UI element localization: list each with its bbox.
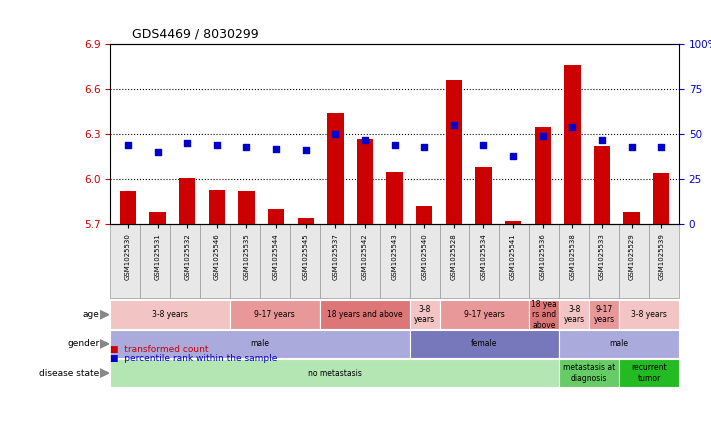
- Bar: [446, 80, 462, 224]
- Bar: [653, 173, 669, 224]
- Polygon shape: [100, 369, 109, 377]
- Text: 3-8
years: 3-8 years: [414, 305, 435, 324]
- Point: [478, 142, 489, 148]
- Point: [181, 140, 193, 147]
- Bar: [535, 127, 551, 224]
- Text: age: age: [82, 310, 100, 319]
- Point: [241, 143, 252, 150]
- Text: 3-8
years: 3-8 years: [564, 305, 584, 324]
- Point: [389, 142, 400, 148]
- Point: [567, 124, 578, 131]
- Text: disease state: disease state: [39, 368, 100, 378]
- Bar: [416, 206, 432, 224]
- Point: [300, 147, 311, 154]
- Point: [152, 149, 164, 156]
- Text: 9-17
years: 9-17 years: [594, 305, 615, 324]
- Bar: [387, 172, 402, 224]
- Text: 3-8 years: 3-8 years: [152, 310, 188, 319]
- Point: [626, 143, 637, 150]
- Text: metastasis at
diagnosis: metastasis at diagnosis: [563, 363, 615, 383]
- Point: [448, 122, 459, 129]
- Point: [508, 153, 519, 159]
- Bar: [505, 221, 521, 224]
- Text: male: male: [250, 339, 269, 349]
- Point: [270, 146, 282, 152]
- Bar: [594, 146, 610, 224]
- Polygon shape: [100, 340, 109, 348]
- Bar: [120, 191, 136, 224]
- Bar: [149, 212, 166, 224]
- Text: 18 yea
rs and
above: 18 yea rs and above: [531, 300, 557, 330]
- Bar: [357, 139, 373, 224]
- Bar: [565, 66, 580, 224]
- Text: ■  transformed count: ■ transformed count: [110, 344, 209, 354]
- Text: 18 years and above: 18 years and above: [327, 310, 402, 319]
- Point: [359, 136, 370, 143]
- Point: [597, 136, 608, 143]
- Text: 3-8 years: 3-8 years: [631, 310, 667, 319]
- Bar: [327, 113, 343, 224]
- Text: gender: gender: [68, 339, 100, 349]
- Text: ■  percentile rank within the sample: ■ percentile rank within the sample: [110, 354, 277, 363]
- Point: [122, 142, 134, 148]
- Point: [330, 131, 341, 138]
- Bar: [476, 167, 491, 224]
- Bar: [209, 190, 225, 224]
- Point: [656, 143, 667, 150]
- Bar: [179, 178, 196, 224]
- Bar: [298, 218, 314, 224]
- Text: male: male: [609, 339, 629, 349]
- Text: recurrent
tumor: recurrent tumor: [631, 363, 667, 383]
- Bar: [238, 191, 255, 224]
- Text: 9-17 years: 9-17 years: [255, 310, 295, 319]
- Polygon shape: [100, 310, 109, 319]
- Bar: [624, 212, 640, 224]
- Point: [419, 143, 430, 150]
- Point: [211, 142, 223, 148]
- Text: no metastasis: no metastasis: [308, 368, 362, 378]
- Text: female: female: [471, 339, 498, 349]
- Text: 9-17 years: 9-17 years: [464, 310, 505, 319]
- Bar: [268, 209, 284, 224]
- Text: GDS4469 / 8030299: GDS4469 / 8030299: [132, 27, 258, 40]
- Point: [537, 133, 548, 140]
